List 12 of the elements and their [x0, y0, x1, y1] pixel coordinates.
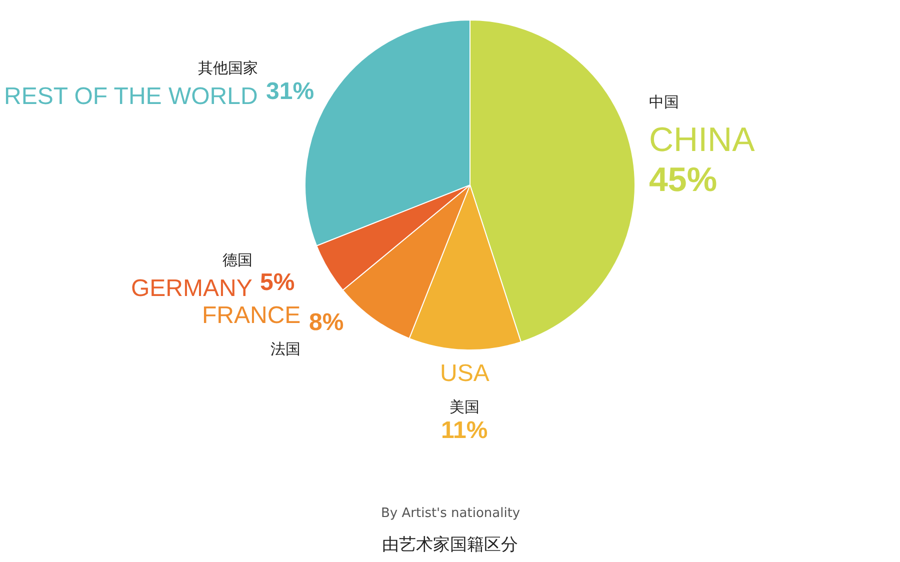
- slice-label: 其他国家 REST OF THE WORLD: [4, 59, 258, 110]
- data-label: 45%: [649, 161, 718, 199]
- data-label: 31%: [266, 78, 314, 105]
- data-label: 5%: [260, 269, 295, 296]
- text: 由艺术家国籍区分: [382, 535, 518, 555]
- slice-label: 中国 CHINA: [649, 93, 756, 160]
- text: By Artist's nationality: [381, 506, 520, 521]
- slice-label: FRANCE 法国: [202, 302, 301, 358]
- slice-label: 德国 GERMANY: [131, 251, 252, 302]
- slice-label: USA 美国: [440, 360, 490, 416]
- data-label: 11%: [441, 417, 488, 444]
- data-label: 8%: [309, 309, 344, 336]
